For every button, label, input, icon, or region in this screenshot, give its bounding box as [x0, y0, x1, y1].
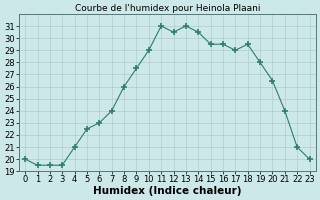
Title: Courbe de l'humidex pour Heinola Plaani: Courbe de l'humidex pour Heinola Plaani [75, 4, 260, 13]
X-axis label: Humidex (Indice chaleur): Humidex (Indice chaleur) [93, 186, 242, 196]
